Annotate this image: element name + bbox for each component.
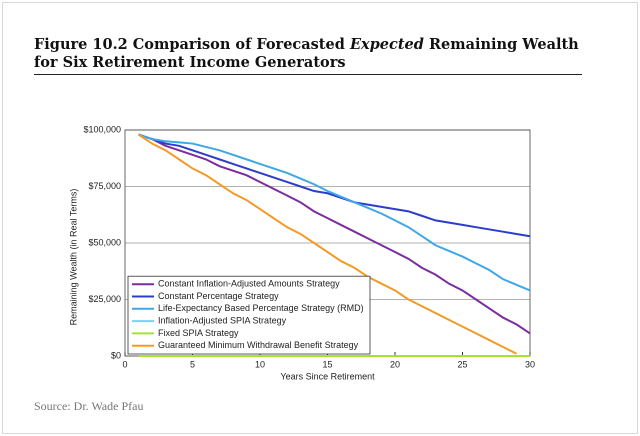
x-axis-label: Years Since Retirement	[280, 371, 375, 381]
title-text: Remaining Wealth	[428, 36, 579, 53]
x-tick-label: 30	[525, 359, 535, 369]
x-tick-label: 10	[255, 359, 265, 369]
x-tick-label: 20	[390, 359, 400, 369]
series-line	[138, 133, 531, 335]
y-tick-label: $75,000	[88, 181, 121, 191]
legend-label: Constant Percentage Strategy	[158, 291, 279, 301]
x-tick-label: 0	[122, 359, 127, 369]
title-emphasis: Expected	[349, 36, 424, 53]
x-tick-label: 25	[457, 359, 467, 369]
series-line	[137, 133, 517, 355]
legend-label: Constant Inflation-Adjusted Amounts Stra…	[158, 279, 340, 289]
x-tick-label: 15	[322, 359, 332, 369]
series-line	[138, 133, 531, 238]
legend-label: Guaranteed Minimum Withdrawal Benefit St…	[158, 340, 359, 350]
y-axis-label: Remaining Wealth (in Real Terms)	[68, 189, 78, 326]
figure-title: Figure 10.2 Comparison of Forecasted Exp…	[34, 36, 582, 75]
title-text: Figure 10.2 Comparison of Forecasted	[34, 36, 345, 53]
legend-label: Inflation-Adjusted SPIA Strategy	[158, 315, 287, 325]
y-tick-label: $0	[111, 350, 121, 360]
legend-label: Fixed SPIA Strategy	[158, 328, 239, 338]
source: Source: Dr. Wade Pfau	[34, 399, 144, 413]
title-text: for Six Retirement Income Generators	[34, 54, 346, 71]
x-tick-label: 5	[190, 359, 195, 369]
y-tick-label: $25,000	[88, 294, 121, 304]
legend: Constant Inflation-Adjusted Amounts Stra…	[127, 275, 371, 355]
y-tick-label: $100,000	[83, 124, 121, 134]
series-line	[138, 133, 531, 292]
y-tick-label: $50,000	[88, 237, 121, 247]
legend-box	[127, 275, 371, 355]
legend-label: Life-Expectancy Based Percentage Strateg…	[158, 303, 364, 313]
